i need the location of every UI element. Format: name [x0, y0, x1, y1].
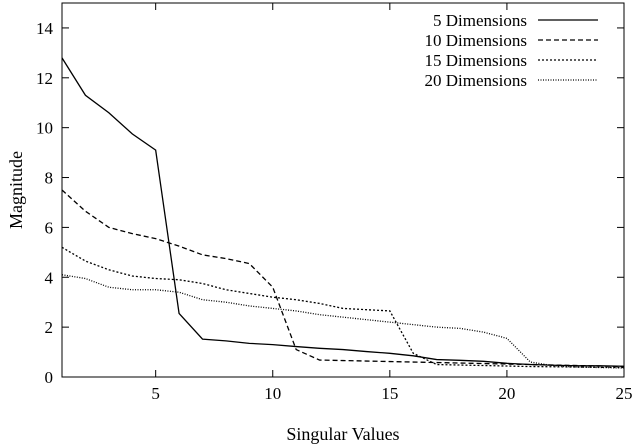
- x-tick-label: 20: [498, 384, 515, 403]
- x-tick-label: 5: [151, 384, 160, 403]
- y-tick-label: 12: [36, 69, 53, 88]
- series-line-4: [61, 274, 625, 369]
- x-tick-label: 10: [264, 384, 281, 403]
- axes: [61, 2, 625, 378]
- ticks: 0 2 4 6 8 10 12 14 5 10 15 20 25: [36, 3, 633, 403]
- plot-frame: [61, 2, 625, 378]
- legend-label: 15 Dimensions: [425, 51, 527, 70]
- legend-label: 20 Dimensions: [425, 71, 527, 90]
- series-lines: [61, 57, 625, 369]
- x-tick-label: 25: [616, 384, 633, 403]
- series-line-2: [61, 189, 625, 368]
- legend-label: 5 Dimensions: [433, 11, 527, 30]
- y-tick-label: 6: [45, 218, 54, 237]
- y-tick-label: 0: [45, 368, 54, 387]
- x-axis-label: Singular Values: [286, 424, 399, 444]
- y-tick-label: 14: [36, 19, 54, 38]
- y-tick-label: 2: [45, 318, 54, 337]
- y-tick-label: 8: [45, 169, 54, 188]
- legend-label: 10 Dimensions: [425, 31, 527, 50]
- series-line-1: [61, 57, 625, 367]
- series-line-3: [61, 246, 625, 369]
- y-axis-label: Magnitude: [6, 151, 26, 229]
- x-tick-label: 15: [381, 384, 398, 403]
- y-tick-label: 10: [36, 119, 53, 138]
- y-tick-label: 4: [45, 268, 54, 287]
